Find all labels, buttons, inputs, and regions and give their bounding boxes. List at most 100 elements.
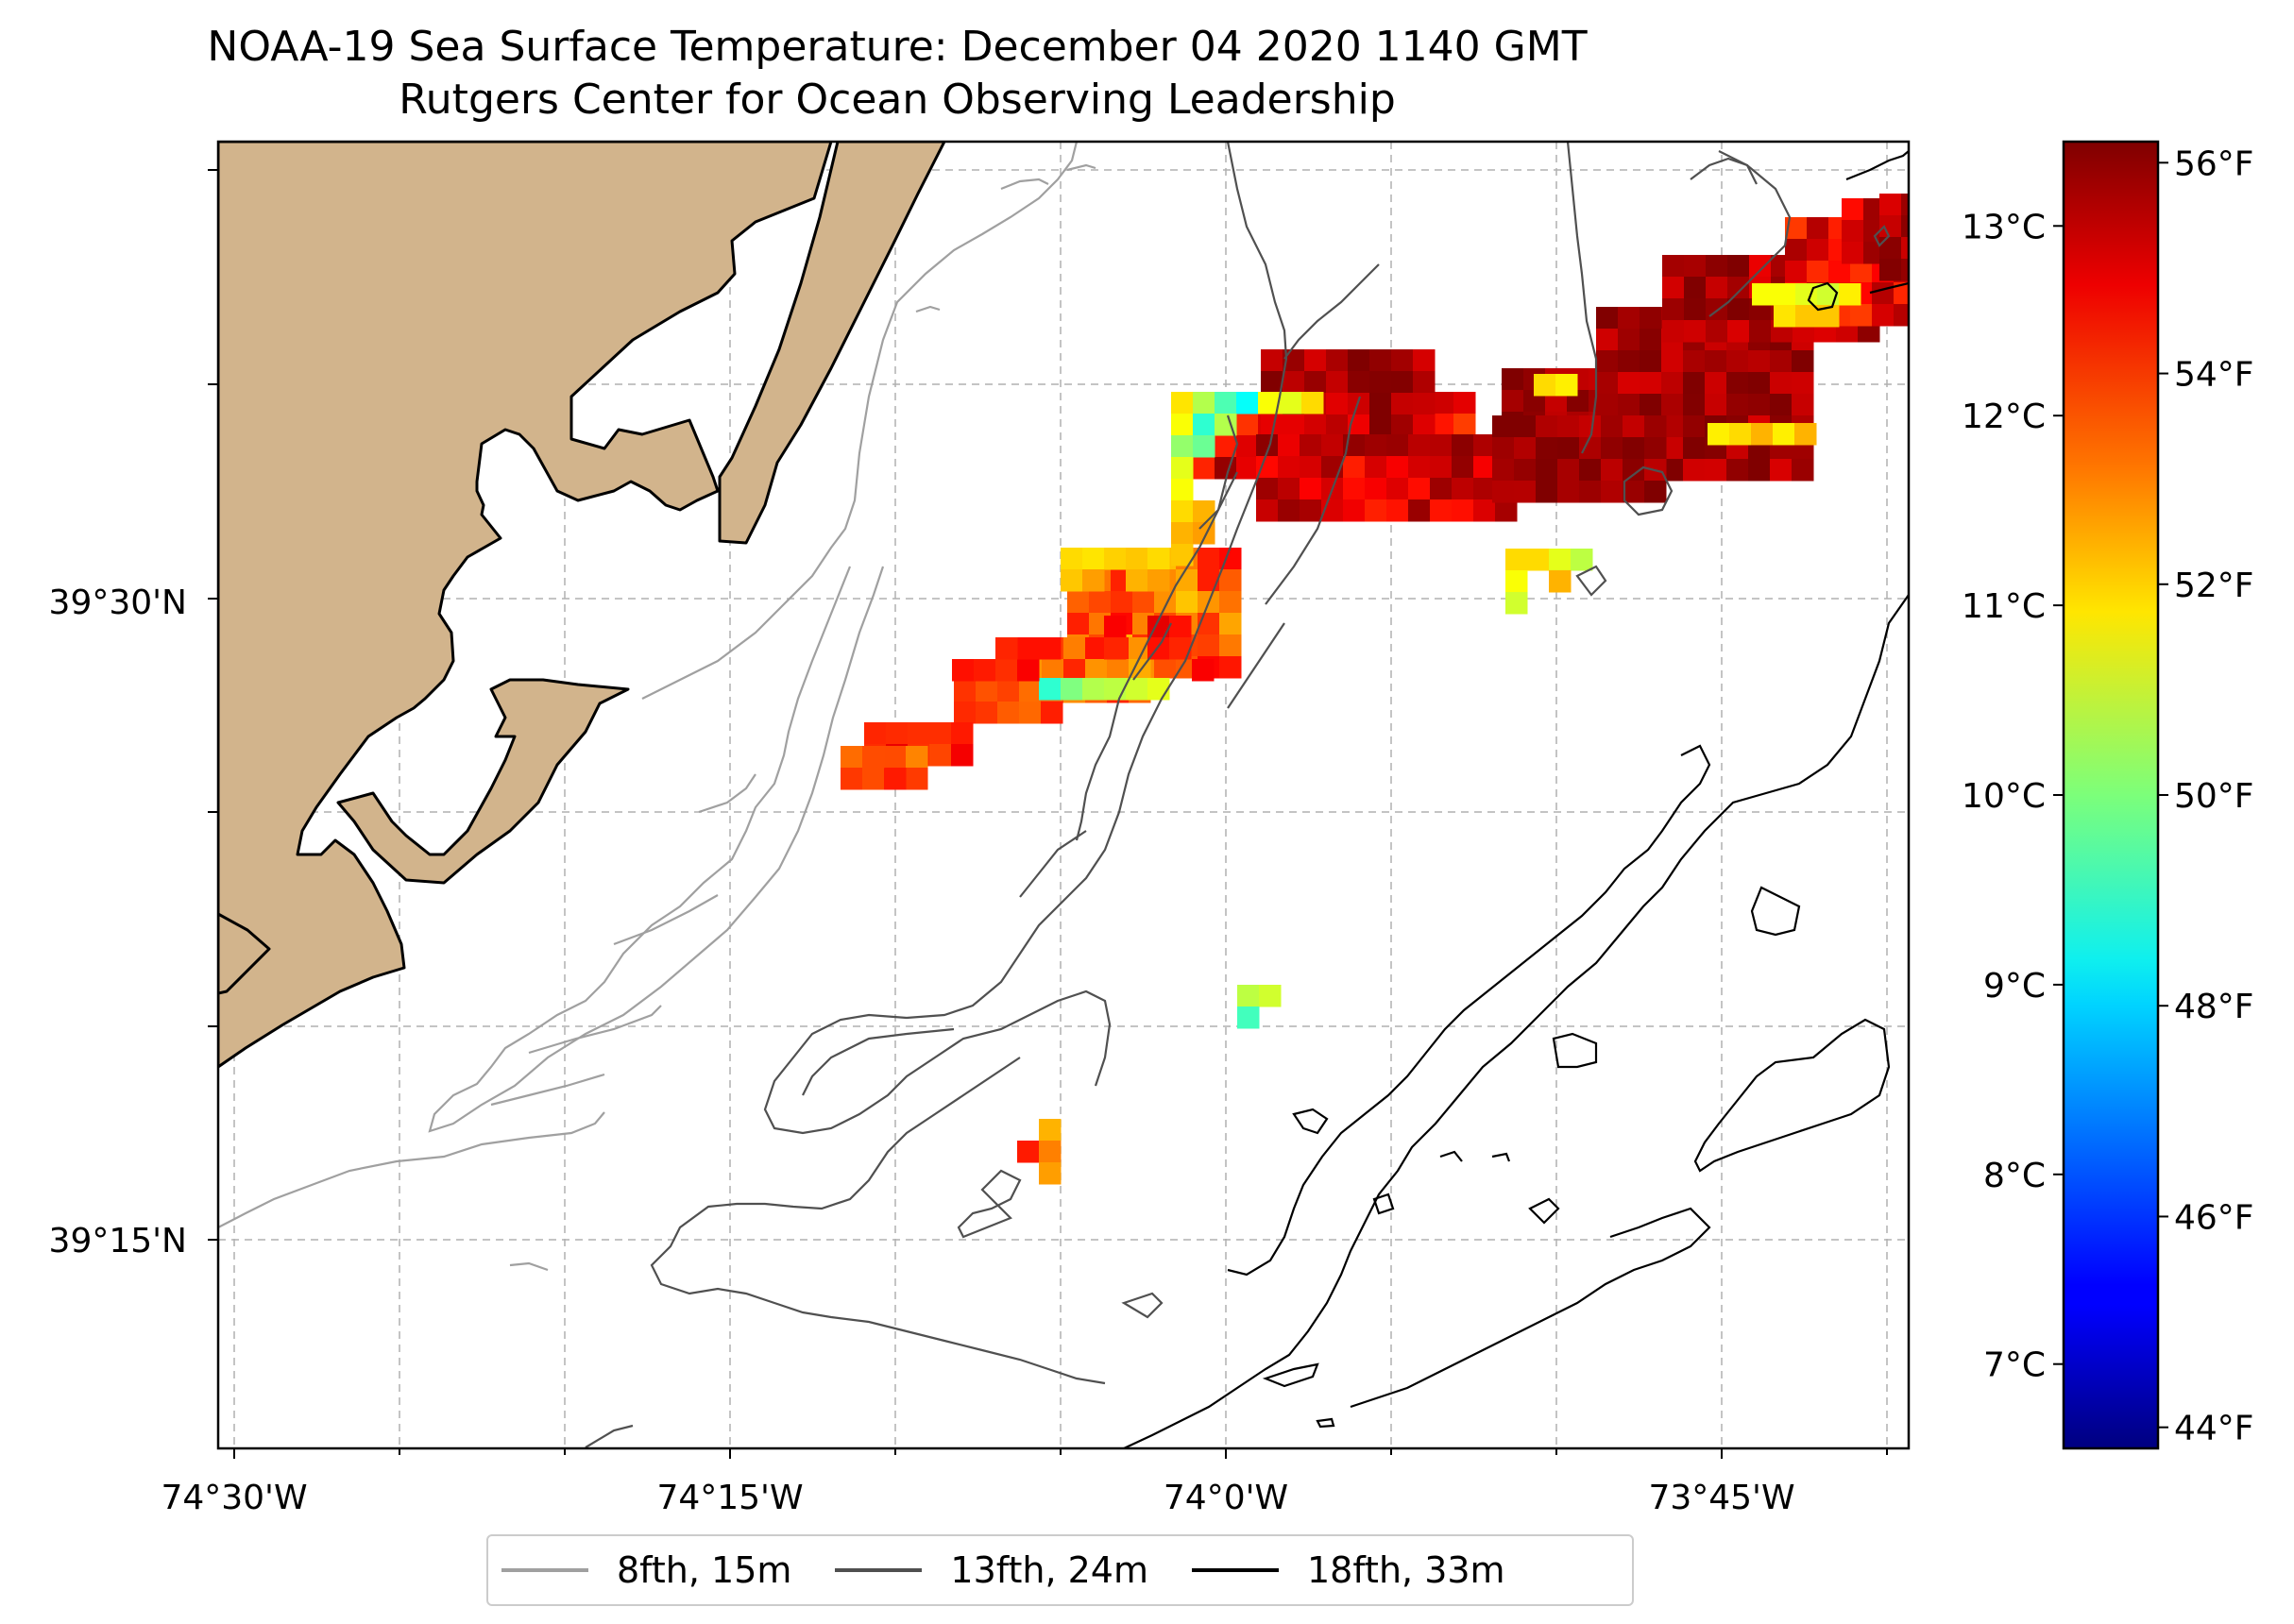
sst-pixel <box>1198 634 1220 657</box>
sst-pixel <box>1749 320 1772 343</box>
sst-pixel <box>1706 255 1728 278</box>
x-tick-label: 73°45'W <box>1648 1479 1794 1517</box>
sst-pixel <box>1879 194 1902 216</box>
sst-pixel <box>1705 394 1727 416</box>
sst-pixel <box>1601 415 1623 438</box>
sst-pixel <box>1579 459 1602 482</box>
sst-pixel <box>1872 282 1895 305</box>
colorbar-c-label: 8°C <box>1983 1157 2046 1195</box>
sst-pixel <box>1683 437 1706 460</box>
sst-pixel <box>1661 415 1684 438</box>
sst-pixel <box>1683 350 1706 373</box>
sst-pixel <box>1502 368 1524 391</box>
legend-item: 18fth, 33m <box>1191 1549 1505 1591</box>
sst-pixel <box>997 702 1020 724</box>
sst-pixel <box>1256 456 1279 479</box>
sst-pixel <box>1729 423 1752 446</box>
sst-pixel <box>1042 659 1064 682</box>
sst-pixel <box>1601 459 1623 482</box>
sst-pixel <box>1215 392 1237 414</box>
sst-pixel <box>1774 305 1796 328</box>
sst-pixel <box>1278 456 1300 479</box>
sst-pixel <box>1219 634 1242 657</box>
sst-pixel <box>1683 394 1706 416</box>
sst-pixel <box>1549 570 1572 593</box>
sst-pixel <box>1019 702 1042 724</box>
sst-pixel <box>1256 478 1279 500</box>
sst-pixel <box>1278 499 1300 522</box>
sst-pixel <box>1219 656 1242 679</box>
sst-pixel <box>1901 215 1909 238</box>
sst-pixel <box>1527 549 1550 571</box>
sst-pixel <box>1644 481 1667 503</box>
sst-pixel <box>1256 434 1279 457</box>
barrier-island <box>718 142 946 545</box>
sst-pixel <box>1304 414 1327 437</box>
sst-pixel <box>976 702 998 724</box>
sst-pixel <box>1278 478 1300 500</box>
sst-pixel <box>1683 415 1706 438</box>
sst-pixel <box>1237 985 1260 1007</box>
sst-pixel <box>1795 305 1818 328</box>
sst-pixel <box>1536 459 1558 482</box>
sst-pixel <box>1082 569 1105 592</box>
sst-pixel <box>1557 415 1580 438</box>
sst-pixel <box>1640 307 1662 330</box>
legend-label: 8fth, 15m <box>617 1549 792 1591</box>
sst-pixel <box>1770 372 1793 395</box>
sst-pixel <box>1452 456 1474 479</box>
sst-pixel <box>1104 548 1127 570</box>
sst-pixel <box>1557 459 1580 482</box>
sst-pixel <box>974 659 996 682</box>
sst-pixel <box>1661 437 1684 460</box>
sst-pixel <box>1662 298 1685 321</box>
legend-item: 13fth, 24m <box>835 1549 1148 1591</box>
sst-pixel <box>1126 548 1148 570</box>
sst-pixel <box>841 768 863 790</box>
colorbar-f-label: 56°F <box>2174 144 2254 183</box>
sst-pixel <box>1082 678 1105 701</box>
sst-pixels <box>841 194 1909 1185</box>
colorbar-f-label: 48°F <box>2174 988 2254 1026</box>
sst-pixel <box>1749 255 1772 278</box>
sst-pixel <box>1618 350 1640 373</box>
sst-pixel <box>1601 481 1623 503</box>
sst-pixel <box>954 702 977 724</box>
contour-legend: 8fth, 15m 13fth, 24m 18fth, 33m <box>486 1534 1634 1606</box>
sst-pixel <box>1259 985 1282 1007</box>
sst-pixel <box>1596 307 1619 330</box>
sst-pixel <box>1785 239 1808 262</box>
sst-pixel <box>1596 329 1619 351</box>
sst-pixel <box>1104 616 1127 638</box>
sst-pixel <box>1879 259 1902 281</box>
sst-pixel <box>1705 459 1727 482</box>
sst-pixel <box>1473 456 1496 479</box>
sst-pixel <box>1283 414 1305 437</box>
sst-pixel <box>1495 499 1518 522</box>
sst-pixel <box>1304 371 1327 394</box>
map-subtitle: Rutgers Center for Ocean Observing Leade… <box>399 76 1396 124</box>
x-tick-label: 74°30'W <box>161 1479 307 1517</box>
sst-pixel <box>1061 678 1083 701</box>
sst-pixel <box>1492 415 1515 438</box>
sst-pixel <box>1644 437 1667 460</box>
sst-pixel <box>1107 659 1130 682</box>
sst-pixel <box>1039 678 1062 701</box>
sst-pixel <box>1770 459 1793 482</box>
sst-pixel <box>1278 434 1300 457</box>
sst-pixel <box>1727 298 1750 321</box>
sst-pixel <box>1343 499 1366 522</box>
colorbar-f-label: 54°F <box>2174 356 2254 395</box>
sst-pixel <box>1785 217 1808 240</box>
sst-pixel <box>1514 415 1537 438</box>
sst-pixel <box>1618 329 1640 351</box>
sst-pixel <box>1261 349 1283 372</box>
sst-pixel <box>864 722 887 745</box>
sst-pixel <box>1192 659 1215 682</box>
sst-pixel <box>1391 414 1414 437</box>
sst-pixel <box>908 722 930 745</box>
sst-pixel <box>1408 478 1431 500</box>
sst-pixel <box>1774 283 1796 306</box>
sst-pixel <box>1748 372 1771 395</box>
sst-pixel <box>1154 591 1177 614</box>
